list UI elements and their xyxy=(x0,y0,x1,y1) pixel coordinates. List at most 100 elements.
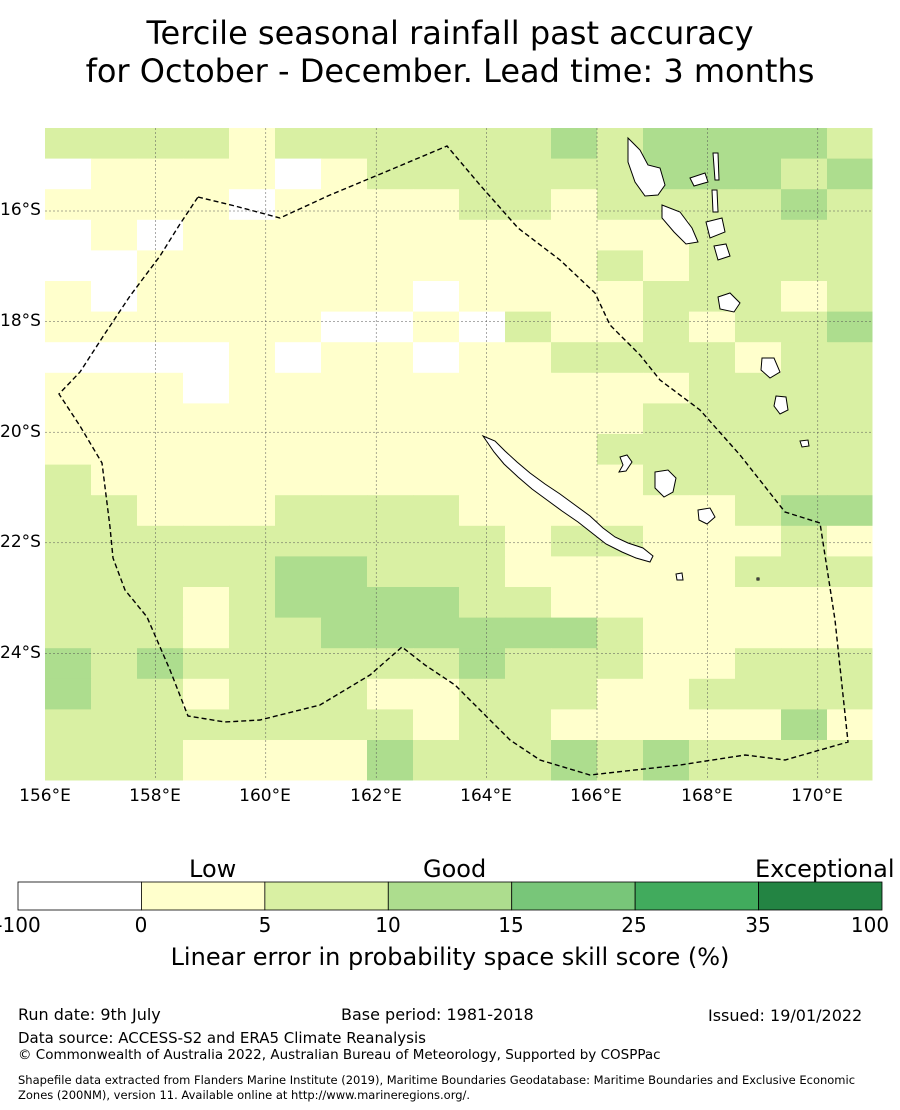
skill-cell xyxy=(597,709,644,741)
skill-cell xyxy=(275,678,322,710)
legend-category-good: Good xyxy=(423,855,487,883)
skill-cell xyxy=(45,250,92,282)
skill-cell xyxy=(91,189,138,221)
skill-cell xyxy=(137,311,184,343)
skill-cell xyxy=(597,281,644,313)
skill-cell xyxy=(45,617,92,649)
skill-cell xyxy=(459,403,506,435)
skill-cell xyxy=(735,158,782,190)
skill-cell xyxy=(689,495,736,527)
skill-cell xyxy=(781,525,828,557)
skill-cell xyxy=(91,219,138,251)
skill-cell xyxy=(827,709,873,741)
skill-cell xyxy=(91,128,138,160)
skill-cell xyxy=(45,372,92,404)
skill-cell xyxy=(781,495,828,527)
skill-cell xyxy=(137,617,184,649)
skill-cell xyxy=(275,648,322,680)
skill-cell xyxy=(91,434,138,466)
skill-cell xyxy=(735,464,782,496)
colorbar-tick: 35 xyxy=(745,913,771,937)
skill-cell xyxy=(91,158,138,190)
skill-cell xyxy=(413,434,460,466)
skill-cell xyxy=(229,709,276,741)
skill-cell xyxy=(275,495,322,527)
skill-cell xyxy=(781,128,828,160)
skill-cell xyxy=(413,464,460,496)
colorbar-label: Linear error in probability space skill … xyxy=(170,943,730,971)
colorbar-tick: -100 xyxy=(0,913,41,937)
skill-cell xyxy=(505,617,552,649)
skill-cell xyxy=(229,311,276,343)
skill-cell xyxy=(781,372,828,404)
new-caledonia-island xyxy=(481,434,654,563)
skill-cell xyxy=(735,372,782,404)
skill-cell xyxy=(459,372,506,404)
skill-cell xyxy=(45,525,92,557)
skill-cell xyxy=(505,189,552,221)
skill-cell xyxy=(551,250,598,282)
skill-cell xyxy=(321,464,368,496)
skill-cell xyxy=(45,311,92,343)
skill-cell xyxy=(229,219,276,251)
skill-cell xyxy=(781,617,828,649)
lifou-island xyxy=(654,469,677,498)
skill-cell xyxy=(367,342,414,374)
skill-cell xyxy=(689,128,736,160)
skill-cell xyxy=(45,342,92,374)
colorbar-tick: 15 xyxy=(498,913,524,937)
skill-cell xyxy=(321,403,368,435)
skill-cell xyxy=(183,434,230,466)
skill-cell xyxy=(505,250,552,282)
skill-cell xyxy=(643,648,690,680)
skill-cell xyxy=(505,311,552,343)
title-line-2: for October - December. Lead time: 3 mon… xyxy=(85,52,815,90)
skill-cell xyxy=(551,219,598,251)
skill-cell xyxy=(735,525,782,557)
skill-cell xyxy=(735,219,782,251)
skill-cell xyxy=(137,709,184,741)
skill-cell xyxy=(183,281,230,313)
skill-cell xyxy=(551,434,598,466)
skill-cell xyxy=(551,464,598,496)
skill-cell xyxy=(689,709,736,741)
skill-cell xyxy=(827,525,873,557)
skill-cell xyxy=(321,372,368,404)
skill-cell xyxy=(321,434,368,466)
lon-label-166e: 166°E xyxy=(570,786,622,806)
skill-cell xyxy=(643,342,690,374)
erromango-island xyxy=(760,357,781,379)
colorbar-segment xyxy=(511,881,636,911)
skill-cell xyxy=(827,219,873,251)
skill-cell xyxy=(551,342,598,374)
skill-cell xyxy=(781,189,828,221)
skill-cell xyxy=(597,434,644,466)
efate-island xyxy=(717,292,741,313)
skill-cell xyxy=(45,128,92,160)
skill-cell xyxy=(735,128,782,160)
skill-cell xyxy=(735,648,782,680)
skill-cell xyxy=(229,525,276,557)
skill-cell xyxy=(367,372,414,404)
skill-cell xyxy=(275,617,322,649)
skill-cell xyxy=(413,342,460,374)
run-date: Run date: 9th July xyxy=(18,1005,161,1024)
skill-cell xyxy=(275,250,322,282)
skill-cell xyxy=(735,678,782,710)
skill-cell xyxy=(827,495,873,527)
skill-cell xyxy=(91,556,138,588)
skill-cell xyxy=(781,678,828,710)
skill-cell xyxy=(45,495,92,527)
skill-cell xyxy=(735,495,782,527)
issued-date: Issued: 19/01/2022 xyxy=(708,1006,863,1025)
skill-cell xyxy=(91,250,138,282)
skill-cell xyxy=(689,403,736,435)
malakula-island xyxy=(661,204,699,245)
skill-cell xyxy=(551,587,598,619)
skill-cell xyxy=(183,128,230,160)
skill-cell xyxy=(505,556,552,588)
skill-cell xyxy=(183,311,230,343)
skill-cell xyxy=(137,189,184,221)
skill-cell xyxy=(183,617,230,649)
skill-cell xyxy=(413,495,460,527)
